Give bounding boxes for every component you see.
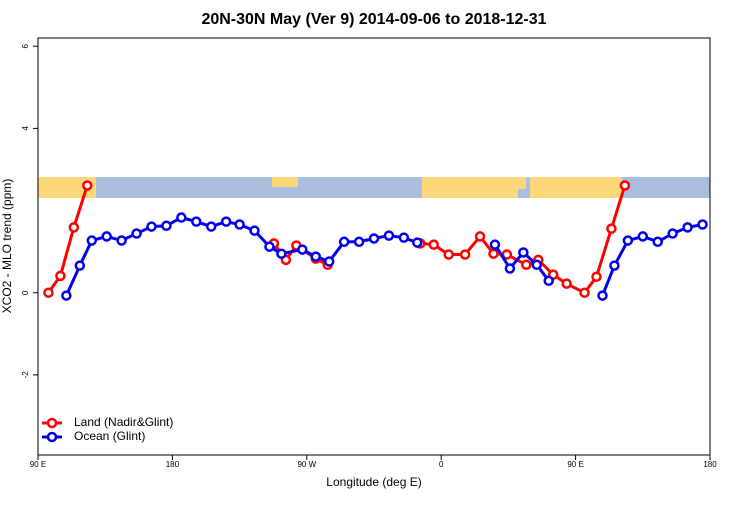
legend-marker — [46, 417, 58, 429]
data-point — [531, 259, 543, 271]
data-point — [609, 260, 620, 271]
data-point — [428, 239, 439, 250]
data-point — [697, 219, 708, 230]
legend-label: Ocean (Glint) — [74, 429, 145, 443]
chart-title: 20N-30N May (Ver 9) 2014-09-06 to 2018-1… — [201, 11, 546, 28]
y-tick-label: 6 — [21, 43, 30, 48]
data-point — [55, 270, 66, 282]
data-point — [276, 248, 287, 259]
data-point — [619, 180, 631, 191]
data-point — [459, 249, 471, 260]
x-tick-label: 0 — [439, 460, 444, 469]
data-point — [68, 222, 80, 233]
data-point — [323, 256, 335, 267]
legend-marker — [46, 431, 58, 443]
data-point — [561, 278, 572, 289]
data-point — [622, 235, 634, 246]
data-point — [591, 271, 602, 282]
data-point — [176, 212, 187, 223]
plot-frame — [37, 37, 711, 456]
data-point — [521, 259, 532, 271]
data-point — [398, 232, 410, 243]
y-axis-label: XCO2 - MLO trend (ppm) — [0, 179, 14, 314]
data-point — [504, 263, 516, 274]
data-point — [146, 221, 157, 232]
data-point — [161, 220, 172, 232]
y-tick-label: 4 — [21, 126, 30, 131]
data-point — [353, 236, 365, 248]
data-point — [191, 216, 202, 227]
data-point — [205, 221, 217, 232]
data-point — [488, 248, 499, 259]
data-point — [443, 249, 454, 260]
x-tick-label: 90 E — [567, 460, 583, 469]
data-point — [82, 180, 93, 191]
y-tick-label: -2 — [21, 371, 30, 379]
data-point — [101, 231, 112, 242]
data-point — [667, 228, 678, 239]
data-point — [264, 241, 275, 252]
data-point — [368, 233, 380, 244]
x-tick-label: 90 W — [297, 460, 316, 469]
data-point — [543, 275, 554, 287]
legend-label: Land (Nadir&Glint) — [74, 415, 173, 429]
data-point — [220, 216, 232, 227]
data-point — [338, 236, 350, 248]
data-point — [310, 251, 322, 262]
x-tick-label: 180 — [166, 460, 180, 469]
data-point — [234, 219, 245, 230]
data-point — [606, 223, 617, 234]
data-point — [383, 230, 395, 241]
data-point — [43, 287, 54, 298]
data-point — [116, 235, 127, 246]
data-point — [489, 239, 501, 250]
x-axis-label: Longitude (deg E) — [326, 475, 421, 489]
data-point — [249, 225, 260, 236]
data-point — [412, 237, 423, 248]
map-band — [38, 177, 710, 198]
data-point — [297, 244, 308, 255]
data-point — [682, 222, 693, 233]
data-point — [131, 228, 142, 239]
data-point — [597, 290, 608, 301]
data-point — [474, 231, 486, 242]
data-point — [652, 236, 663, 248]
data-point — [637, 231, 649, 242]
data-point — [518, 247, 529, 258]
data-point — [74, 260, 86, 271]
y-tick-label: 0 — [21, 290, 30, 295]
data-point — [86, 235, 98, 246]
series-line — [47, 185, 627, 295]
data-point — [61, 290, 72, 301]
data-point — [579, 287, 590, 298]
x-tick-label: 180 — [703, 460, 717, 469]
x-tick-label: 90 E — [30, 460, 46, 469]
